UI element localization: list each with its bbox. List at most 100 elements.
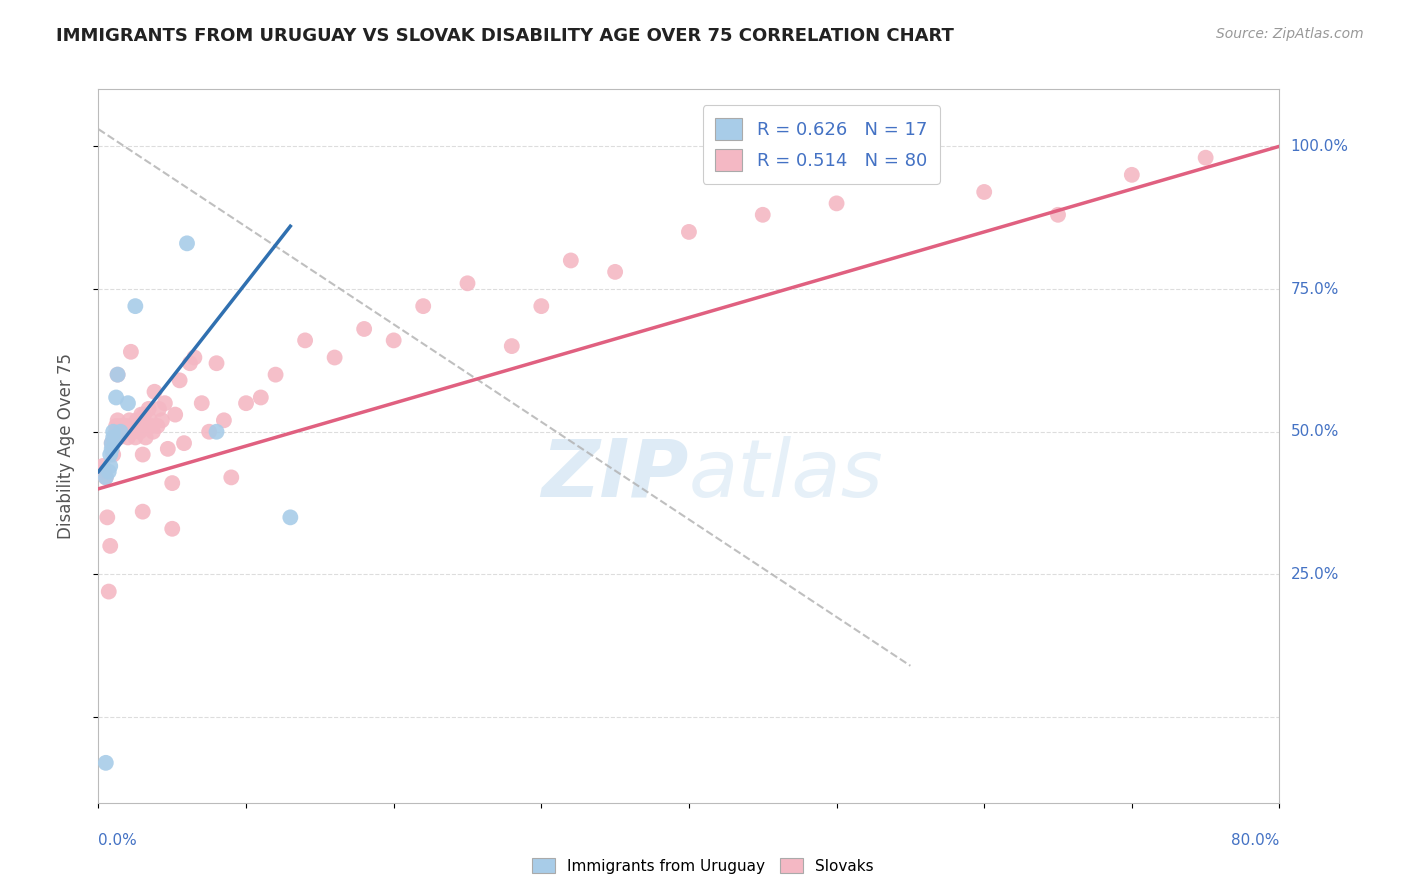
Point	[235, 396, 257, 410]
Point	[176, 236, 198, 251]
Point	[103, 436, 125, 450]
Point	[138, 401, 160, 416]
Text: 25.0%: 25.0%	[1291, 567, 1339, 582]
Point	[127, 419, 149, 434]
Text: IMMIGRANTS FROM URUGUAY VS SLOVAK DISABILITY AGE OVER 75 CORRELATION CHART: IMMIGRANTS FROM URUGUAY VS SLOVAK DISABI…	[56, 27, 955, 45]
Point	[132, 448, 155, 462]
Point	[134, 408, 156, 422]
Point	[560, 253, 582, 268]
Point	[973, 185, 995, 199]
Point	[221, 470, 243, 484]
Point	[97, 584, 120, 599]
Point	[129, 408, 152, 422]
Text: 0.0%: 0.0%	[98, 833, 138, 848]
Point	[124, 430, 146, 444]
Point	[112, 419, 135, 434]
Point	[111, 425, 134, 439]
Point	[103, 448, 125, 462]
Text: atlas: atlas	[689, 435, 884, 514]
Point	[605, 265, 627, 279]
Point	[156, 442, 179, 456]
Point	[103, 430, 125, 444]
Point	[264, 368, 287, 382]
Point	[1121, 168, 1143, 182]
Point	[148, 401, 170, 416]
Point	[323, 351, 346, 365]
Point	[110, 425, 132, 439]
Text: 75.0%: 75.0%	[1291, 282, 1339, 296]
Point	[382, 334, 405, 348]
Point	[94, 756, 117, 770]
Point	[142, 425, 165, 439]
Point	[153, 396, 176, 410]
Point	[294, 334, 316, 348]
Point	[128, 425, 150, 439]
Point	[107, 368, 129, 382]
Point	[98, 539, 121, 553]
Point	[412, 299, 434, 313]
Point	[353, 322, 375, 336]
Point	[205, 356, 228, 370]
Point	[96, 510, 118, 524]
Point	[183, 351, 205, 365]
Text: 50.0%: 50.0%	[1291, 425, 1339, 439]
Point	[169, 373, 191, 387]
Point	[94, 470, 117, 484]
Point	[122, 425, 145, 439]
Point	[121, 419, 143, 434]
Point	[678, 225, 700, 239]
Point	[97, 465, 120, 479]
Point	[132, 505, 155, 519]
Point	[136, 419, 159, 434]
Text: 100.0%: 100.0%	[1291, 139, 1348, 153]
Point	[825, 196, 848, 211]
Point	[1195, 151, 1218, 165]
Point	[100, 442, 122, 456]
Point	[98, 458, 121, 473]
Point	[250, 391, 273, 405]
Point	[120, 425, 142, 439]
Point	[173, 436, 195, 450]
Point	[165, 408, 187, 422]
Point	[124, 299, 146, 313]
Legend: R = 0.626   N = 17, R = 0.514   N = 80: R = 0.626 N = 17, R = 0.514 N = 80	[703, 105, 939, 184]
Point	[143, 384, 166, 399]
Point	[117, 430, 139, 444]
Point	[139, 413, 162, 427]
Point	[1046, 208, 1070, 222]
Point	[530, 299, 553, 313]
Point	[93, 465, 115, 479]
Point	[91, 458, 114, 473]
Point	[125, 413, 148, 427]
Point	[105, 391, 128, 405]
Point	[191, 396, 214, 410]
Point	[752, 208, 775, 222]
Point	[105, 419, 128, 434]
Point	[104, 430, 127, 444]
Point	[117, 396, 139, 410]
Point	[141, 419, 163, 434]
Point	[162, 476, 183, 491]
Point	[501, 339, 523, 353]
Point	[135, 430, 157, 444]
Point	[280, 510, 302, 524]
Point	[103, 425, 125, 439]
Point	[100, 436, 122, 450]
Point	[107, 413, 129, 427]
Point	[179, 356, 201, 370]
Point	[110, 419, 132, 434]
Point	[162, 522, 183, 536]
Point	[107, 368, 129, 382]
Point	[150, 413, 173, 427]
Point	[110, 425, 132, 439]
Point	[115, 419, 138, 434]
Point	[100, 436, 122, 450]
Point	[205, 425, 228, 439]
Legend: Immigrants from Uruguay, Slovaks: Immigrants from Uruguay, Slovaks	[526, 852, 880, 880]
Point	[105, 425, 128, 439]
Text: 80.0%: 80.0%	[1232, 833, 1279, 848]
Point	[120, 344, 142, 359]
Point	[118, 413, 141, 427]
Text: ZIP: ZIP	[541, 435, 689, 514]
Point	[198, 425, 221, 439]
